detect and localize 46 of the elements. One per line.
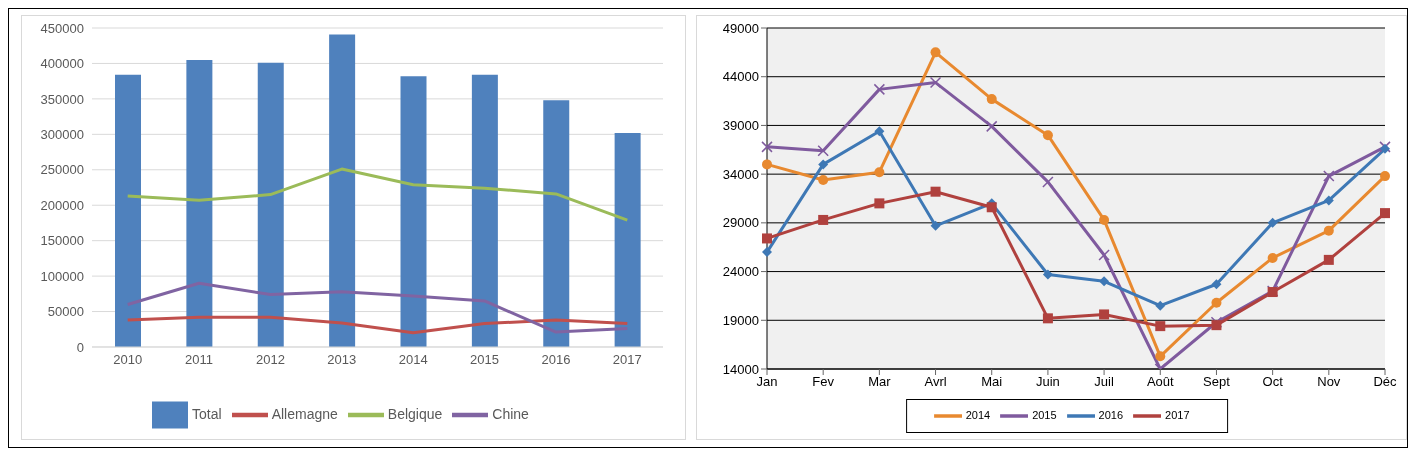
x-tick-label: Mai bbox=[980, 374, 1002, 390]
y-tick-label: 100000 bbox=[40, 268, 84, 284]
x-tick-label: 2015 bbox=[470, 352, 500, 368]
legend-label: Chine bbox=[492, 405, 529, 422]
x-tick-label: Oct bbox=[1262, 374, 1283, 390]
y-tick-label: 14000 bbox=[722, 361, 759, 377]
y-tick-label: 50000 bbox=[47, 304, 84, 320]
y-tick-label: 150000 bbox=[40, 233, 84, 249]
x-tick-label: 2016 bbox=[541, 352, 571, 368]
y-tick-label: 19000 bbox=[722, 312, 759, 328]
y-tick-label: 29000 bbox=[722, 215, 759, 231]
x-tick-label: Juin bbox=[1035, 374, 1060, 390]
x-tick-label: Fev bbox=[811, 374, 835, 390]
x-tick-label: Déc bbox=[1372, 374, 1397, 390]
legend-label: Belgique bbox=[387, 405, 443, 422]
x-tick-label: 2017 bbox=[612, 352, 642, 368]
x-tick-label: Avrl bbox=[923, 374, 947, 390]
x-tick-label: Août bbox=[1146, 374, 1174, 390]
x-tick-label: Jan bbox=[756, 374, 777, 390]
legend-label: 2015 bbox=[1032, 408, 1057, 421]
y-tick-label: 39000 bbox=[722, 118, 759, 134]
legend-label: Allemagne bbox=[271, 405, 338, 422]
y-tick-label: 34000 bbox=[722, 166, 759, 182]
y-tick-label: 350000 bbox=[40, 91, 84, 107]
y-tick-label: 44000 bbox=[722, 69, 759, 85]
y-tick-label: 24000 bbox=[722, 264, 759, 280]
x-tick-label: Sept bbox=[1202, 374, 1230, 390]
legend-label: 2016 bbox=[1098, 408, 1124, 421]
x-tick-label: 2011 bbox=[185, 352, 214, 368]
x-tick-label: 2010 bbox=[113, 352, 143, 368]
y-tick-label: 49000 bbox=[722, 20, 759, 36]
legend-label: Total bbox=[192, 405, 222, 422]
y-tick-label: 250000 bbox=[40, 162, 84, 178]
legend-label: 2017 bbox=[1165, 408, 1190, 421]
y-tick-label: 450000 bbox=[40, 20, 84, 36]
x-tick-label: 2013 bbox=[327, 352, 357, 368]
x-tick-label: Nov bbox=[1316, 374, 1341, 390]
y-tick-label: 200000 bbox=[40, 197, 84, 213]
x-tick-label: Mar bbox=[867, 374, 891, 390]
x-tick-label: Juil bbox=[1093, 374, 1114, 390]
y-tick-label: 400000 bbox=[40, 56, 84, 72]
y-tick-label: 300000 bbox=[40, 126, 84, 142]
x-tick-label: 2012 bbox=[255, 352, 285, 368]
y-tick-label: 0 bbox=[76, 339, 84, 355]
legend-label: 2014 bbox=[965, 408, 991, 421]
x-tick-label: 2014 bbox=[398, 352, 428, 368]
